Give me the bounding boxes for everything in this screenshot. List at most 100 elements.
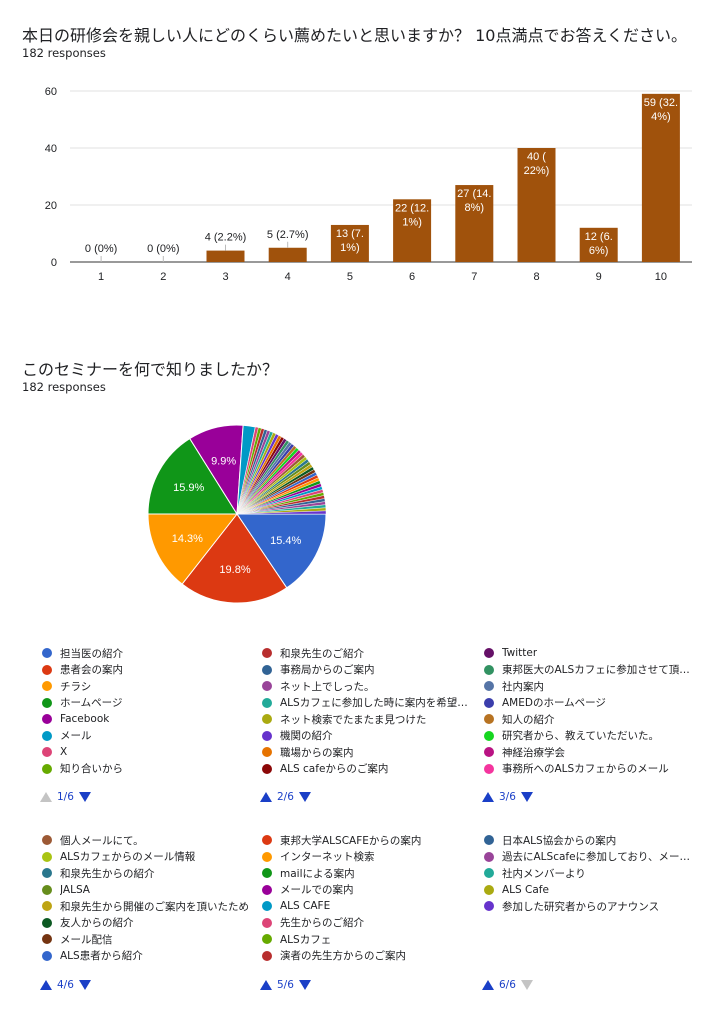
legend-label: 社内メンバーより bbox=[502, 867, 586, 880]
legend-item[interactable]: 東邦医大のALSカフェに参加させて頂… bbox=[484, 662, 699, 678]
legend-item[interactable]: 担当医の紹介 bbox=[42, 645, 257, 661]
bar[interactable] bbox=[268, 247, 307, 262]
legend-item[interactable]: ALSカフェに参加した時に案内を希望… bbox=[262, 695, 477, 711]
legend-item[interactable]: 職場からの案内 bbox=[262, 744, 477, 760]
legend-prev-page-icon[interactable] bbox=[482, 980, 494, 990]
bar[interactable] bbox=[393, 199, 432, 262]
legend-label: 先生からのご紹介 bbox=[280, 917, 364, 929]
legend-color-swatch bbox=[42, 901, 52, 911]
legend-color-swatch bbox=[484, 714, 494, 724]
pie-chart: 15.4% 19.8% 14.3% 15.9% 9.9% bbox=[147, 424, 327, 604]
pie-slice[interactable] bbox=[147, 513, 239, 585]
legend-color-swatch bbox=[42, 884, 52, 895]
legend-item[interactable]: チラシ bbox=[42, 678, 257, 694]
y-tick-label: 60 bbox=[45, 86, 57, 98]
legend-item[interactable]: ホームページ bbox=[42, 695, 257, 711]
bar[interactable] bbox=[517, 148, 556, 262]
legend-color-swatch bbox=[262, 835, 272, 845]
bar[interactable] bbox=[641, 93, 680, 262]
data-label: 4 (2.2%) bbox=[205, 232, 247, 244]
legend-item[interactable]: AMEDのホームページ bbox=[484, 695, 699, 711]
legend-item[interactable]: ALSカフェ bbox=[262, 931, 477, 947]
legend-item[interactable]: ネット上でしった。 bbox=[262, 678, 477, 694]
legend-item[interactable]: 知り合いから bbox=[42, 761, 257, 777]
legend-color-swatch bbox=[484, 851, 494, 862]
legend-next-page-icon[interactable] bbox=[298, 980, 311, 990]
legend-item[interactable]: 和泉先生のご紹介 bbox=[262, 645, 477, 661]
legend-item[interactable]: インターネット検索 bbox=[262, 849, 477, 865]
legend-pager: 2/6 bbox=[260, 791, 311, 803]
bar[interactable] bbox=[455, 185, 494, 262]
legend-item[interactable]: ALSカフェからのメール情報 bbox=[42, 849, 257, 865]
legend-item[interactable]: 社内メンバーより bbox=[484, 865, 699, 881]
bar[interactable] bbox=[206, 250, 245, 262]
legend-item[interactable]: 先生からのご紹介 bbox=[262, 915, 477, 931]
legend-color-swatch bbox=[262, 747, 272, 757]
legend-label: 機関の紹介 bbox=[280, 730, 333, 742]
pie-slice[interactable] bbox=[147, 437, 238, 515]
legend-item[interactable]: 和泉先生から開催のご案内を頂いたため bbox=[42, 898, 257, 914]
legend-label: 患者会の案内 bbox=[60, 664, 123, 676]
legend-item[interactable]: メールでの案内 bbox=[262, 882, 477, 898]
legend-next-page-icon[interactable] bbox=[78, 792, 91, 802]
legend-item[interactable]: メール bbox=[42, 728, 257, 744]
data-label: 12 (6. 6%) bbox=[585, 231, 613, 257]
legend-item[interactable]: ALS患者から紹介 bbox=[42, 948, 257, 964]
legend-prev-page-icon[interactable] bbox=[40, 980, 52, 990]
y-tick-label: 40 bbox=[45, 143, 57, 155]
legend-color-swatch bbox=[262, 648, 272, 658]
legend-item[interactable]: メール配信 bbox=[42, 931, 257, 947]
legend-label: 和泉先生から開催のご案内を頂いたため bbox=[60, 900, 249, 913]
legend-item[interactable]: ALS CAFE bbox=[262, 898, 477, 914]
legend-item[interactable]: ネット検索でたまたま見つけた bbox=[262, 711, 477, 727]
question-1-title: 本日の研修会を親しい人にどのくらい薦めたいと思いますか？ 10点満点でお答えくだ… bbox=[22, 26, 687, 45]
legend-item[interactable]: ALS Cafe bbox=[484, 882, 699, 898]
legend-next-page-icon[interactable] bbox=[520, 792, 533, 802]
legend-item[interactable]: 知人の紹介 bbox=[484, 711, 699, 727]
legend-prev-page-icon[interactable] bbox=[260, 792, 272, 802]
legend-item[interactable]: 研究者から、教えていただいた。 bbox=[484, 728, 699, 744]
pie-slice[interactable] bbox=[236, 510, 327, 515]
legend-prev-page-icon[interactable] bbox=[482, 792, 494, 802]
legend-label: 事務所へのALSカフェからのメール bbox=[502, 763, 669, 775]
legend-item[interactable]: 東邦大学ALSCAFEからの案内 bbox=[262, 832, 477, 848]
legend-next-page-icon[interactable] bbox=[298, 792, 311, 802]
legend-label: 個人メールにて。 bbox=[60, 834, 144, 847]
legend-item[interactable]: 日本ALS協会からの案内 bbox=[484, 832, 699, 848]
data-label: 0 (0%) bbox=[147, 243, 179, 255]
legend-item[interactable]: 患者会の案内 bbox=[42, 662, 257, 678]
legend-label: 日本ALS協会からの案内 bbox=[502, 834, 617, 847]
legend-item[interactable]: 神経治療学会 bbox=[484, 744, 699, 760]
legend-item[interactable]: 社内案内 bbox=[484, 678, 699, 694]
legend-prev-page-icon[interactable] bbox=[40, 792, 52, 802]
legend-item[interactable]: 事務局からのご案内 bbox=[262, 662, 477, 678]
legend-item[interactable]: 和泉先生からの紹介 bbox=[42, 865, 257, 881]
bar[interactable] bbox=[330, 224, 369, 262]
legend-item[interactable]: 過去にALScafeに参加しており、メー… bbox=[484, 849, 699, 865]
pie-slice[interactable] bbox=[236, 513, 327, 589]
legend-item[interactable]: 演者の先生方からのご案内 bbox=[262, 948, 477, 964]
legend-item[interactable]: 事務所へのALSカフェからのメール bbox=[484, 761, 699, 777]
pie-slice-label: 9.9% bbox=[211, 455, 236, 467]
legend-prev-page-icon[interactable] bbox=[260, 980, 272, 990]
legend-color-swatch bbox=[262, 934, 272, 944]
legend-item[interactable]: ALS cafeからのご案内 bbox=[262, 761, 477, 777]
legend-item[interactable]: Facebook bbox=[42, 711, 257, 727]
legend-color-swatch bbox=[484, 763, 494, 774]
pie-slice[interactable] bbox=[181, 513, 288, 604]
x-tick-label: 8 bbox=[533, 271, 539, 283]
legend-page-indicator: 4/6 bbox=[57, 979, 74, 991]
legend-item[interactable]: mailによる案内 bbox=[262, 865, 477, 881]
legend-item[interactable]: 機関の紹介 bbox=[262, 728, 477, 744]
legend-label: 参加した研究者からのアナウンス bbox=[502, 900, 660, 913]
legend-item[interactable]: 友人からの紹介 bbox=[42, 915, 257, 931]
legend-item[interactable]: 参加した研究者からのアナウンス bbox=[484, 898, 699, 914]
bar[interactable] bbox=[579, 227, 618, 262]
legend-item[interactable]: JALSA bbox=[42, 882, 257, 898]
legend-next-page-icon[interactable] bbox=[520, 980, 533, 990]
legend-label: 神経治療学会 bbox=[502, 746, 565, 759]
legend-item[interactable]: X bbox=[42, 744, 257, 760]
legend-item[interactable]: Twitter bbox=[484, 645, 699, 661]
legend-next-page-icon[interactable] bbox=[78, 980, 91, 990]
legend-item[interactable]: 個人メールにて。 bbox=[42, 832, 257, 848]
